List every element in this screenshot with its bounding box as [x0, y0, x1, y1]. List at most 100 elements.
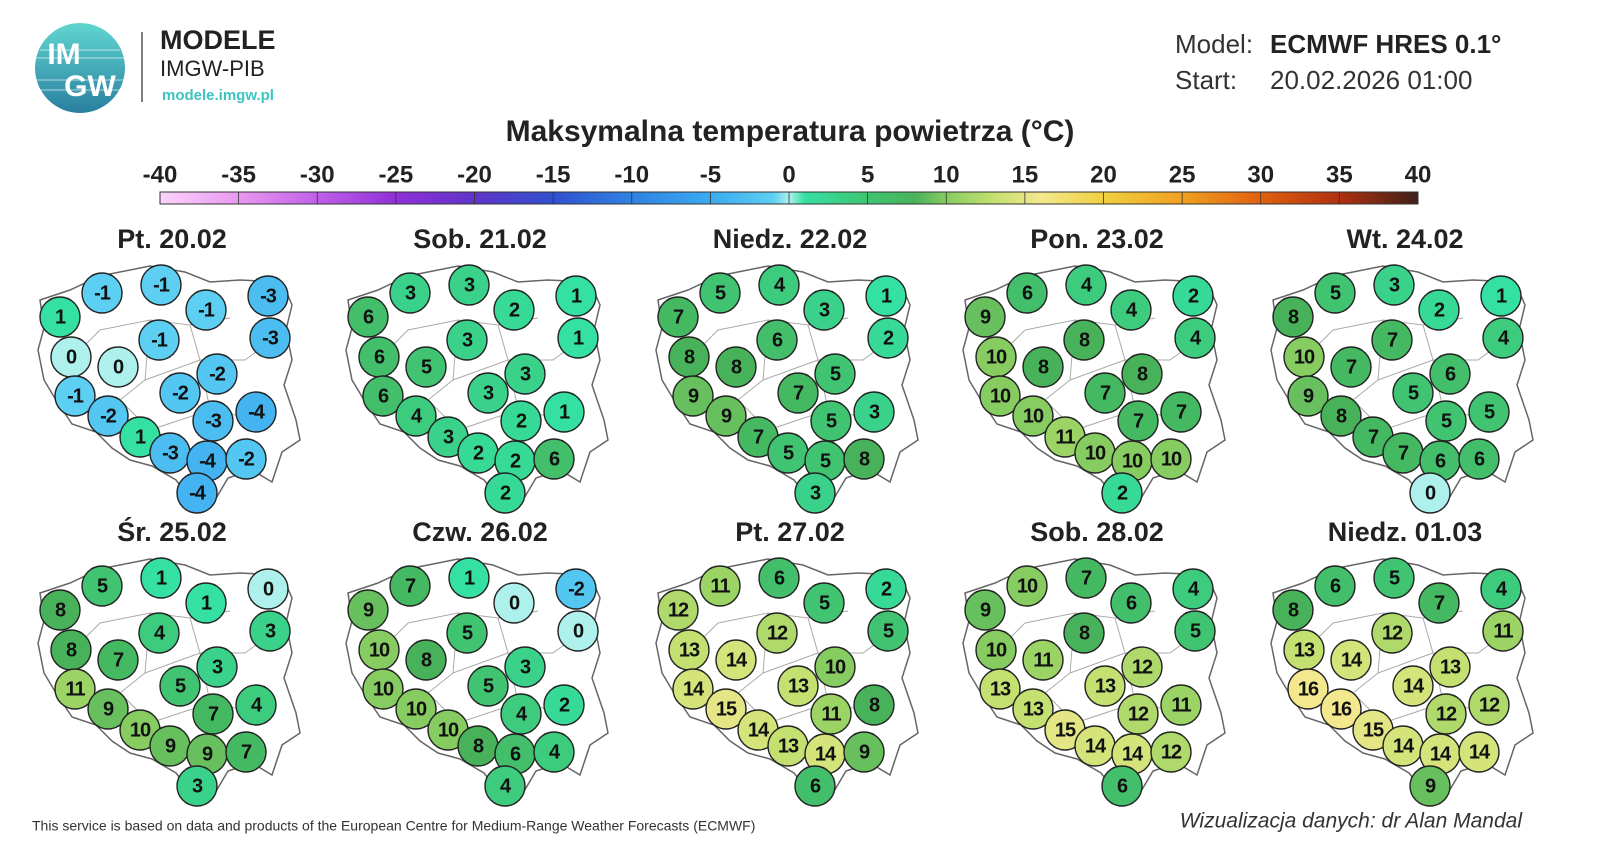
map-date: Pt. 20.02 — [117, 224, 227, 254]
station-marker — [557, 317, 599, 359]
station-value: 8 — [1137, 363, 1148, 385]
station-value: 10 — [990, 385, 1011, 407]
station-marker — [1174, 610, 1216, 652]
station-value: 2 — [509, 299, 520, 321]
station-value: 0 — [66, 346, 77, 368]
station-value: 10 — [1085, 442, 1106, 464]
station-marker — [484, 472, 526, 514]
station-value: 1 — [464, 567, 475, 589]
station-marker — [1480, 568, 1522, 610]
station-marker — [389, 272, 431, 314]
station-marker — [810, 400, 852, 442]
station-marker — [1084, 372, 1126, 414]
station-marker — [543, 684, 585, 726]
station-marker — [493, 289, 535, 331]
station-marker — [1468, 391, 1510, 433]
colorbar-tick-label: 0 — [782, 161, 795, 188]
station-value: 5 — [820, 450, 831, 472]
station-value: 11 — [1493, 620, 1513, 642]
station-value: 9 — [1303, 385, 1314, 407]
station-value: 5 — [1190, 620, 1201, 642]
station-value: 5 — [1408, 382, 1419, 404]
station-value: 9 — [202, 743, 213, 765]
station-marker — [1287, 375, 1329, 417]
forecast-map: Sob. 28.02 10 7 4 9 6 5 8 10 11 12 13 13 11 13 12 15 14 14… — [962, 517, 1226, 807]
station-value: 13 — [788, 675, 809, 697]
station-marker — [1084, 665, 1126, 707]
station-value: -3 — [262, 327, 279, 349]
url: modele.imgw.pl — [162, 87, 274, 104]
station-marker — [1117, 693, 1159, 735]
station-value: -3 — [162, 442, 179, 464]
station-marker — [159, 372, 201, 414]
colorbar-tick-label: -15 — [536, 161, 571, 188]
station-value: 5 — [826, 410, 837, 432]
station-value: 12 — [1479, 694, 1500, 716]
station-marker — [715, 639, 757, 681]
station-value: 16 — [1331, 698, 1352, 720]
station-marker — [247, 568, 289, 610]
station-value: 6 — [810, 775, 821, 797]
station-marker — [865, 275, 907, 317]
station-value: 5 — [462, 622, 473, 644]
station-value: 11 — [1055, 426, 1075, 448]
station-marker — [467, 372, 509, 414]
station-marker — [758, 264, 800, 306]
station-marker — [657, 589, 699, 631]
station-marker — [405, 346, 447, 388]
station-value: 4 — [1496, 578, 1508, 600]
station-marker — [1101, 472, 1143, 514]
station-marker — [1117, 400, 1159, 442]
station-value: 6 — [774, 567, 785, 589]
station-value: 8 — [66, 639, 77, 661]
station-value: 7 — [113, 649, 124, 671]
station-value: 2 — [500, 482, 511, 504]
station-marker — [1272, 296, 1314, 338]
station-value: 1 — [573, 327, 584, 349]
station-marker — [1110, 582, 1152, 624]
station-value: 8 — [1079, 622, 1090, 644]
station-marker — [81, 272, 123, 314]
station-marker — [389, 565, 431, 607]
station-value: 7 — [405, 575, 416, 597]
station-value: 6 — [363, 306, 374, 328]
station-marker — [1330, 639, 1372, 681]
station-value: 6 — [1022, 282, 1033, 304]
station-value: 8 — [1038, 356, 1049, 378]
station-value: -2 — [238, 448, 255, 470]
station-value: 5 — [783, 442, 794, 464]
station-marker — [555, 568, 597, 610]
station-value: 8 — [421, 649, 432, 671]
station-value: 4 — [251, 694, 263, 716]
colorbar-tick-label: -40 — [143, 161, 178, 188]
station-value: 13 — [778, 735, 799, 757]
station-marker — [1022, 346, 1064, 388]
station-marker — [1468, 684, 1510, 726]
station-marker — [185, 289, 227, 331]
station-marker — [1418, 289, 1460, 331]
station-value: 10 — [1122, 450, 1143, 472]
station-value: 3 — [819, 299, 830, 321]
station-value: -2 — [568, 578, 585, 600]
logo-text: GW — [64, 70, 116, 103]
station-marker — [448, 264, 490, 306]
station-marker — [1150, 438, 1192, 480]
station-marker — [1458, 438, 1500, 480]
station-value: 6 — [549, 448, 560, 470]
station-marker — [1425, 693, 1467, 735]
station-marker — [1409, 472, 1451, 514]
station-value: 12 — [668, 599, 689, 621]
station-marker — [196, 646, 238, 688]
station-value: 13 — [1095, 675, 1116, 697]
station-value: 10 — [369, 639, 390, 661]
station-value: 14 — [1430, 743, 1452, 765]
station-marker — [176, 472, 218, 514]
station-marker — [362, 375, 404, 417]
station-value: 8 — [684, 346, 695, 368]
station-value: 13 — [1023, 698, 1044, 720]
station-marker — [249, 610, 291, 652]
station-value: 14 — [1122, 743, 1144, 765]
station-value: 14 — [1403, 675, 1425, 697]
station-marker — [777, 372, 819, 414]
